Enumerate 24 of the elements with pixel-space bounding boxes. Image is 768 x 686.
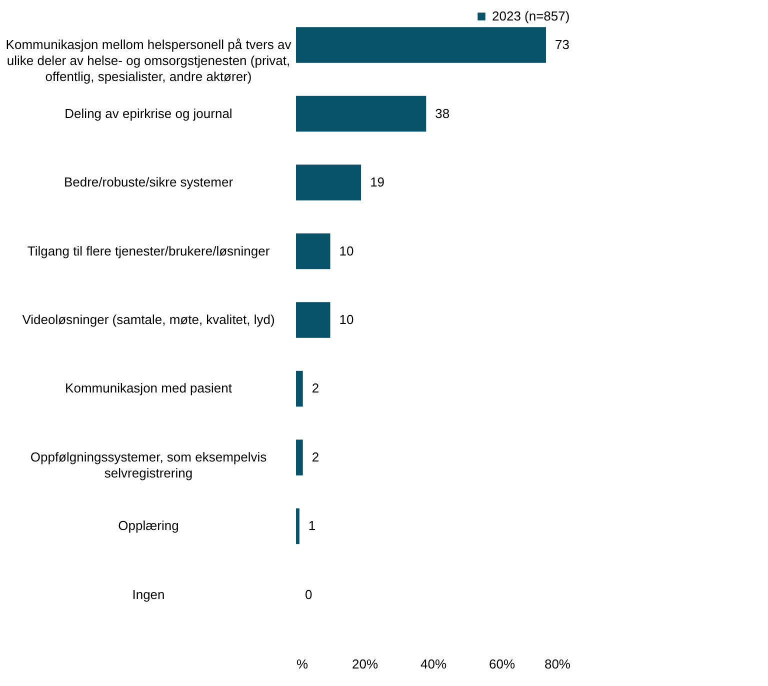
x-tick-label: % [296,656,308,672]
data-label: 10 [339,312,354,327]
x-tick-label: 20% [352,656,378,672]
data-label: 19 [370,174,385,190]
y-tick-label: Videoløsninger (samtale, møte, kvalitet, lyd) [22,312,275,327]
legend-label: 2023 (n=857) [492,8,570,24]
x-tick-label: 40% [420,656,447,672]
data-label: 0 [305,586,312,602]
data-label: 38 [435,106,450,121]
data-label: 2 [312,449,320,464]
data-label: 10 [339,243,354,258]
y-tick-label: Ingen [132,586,165,602]
data-label: 1 [308,518,316,534]
x-tick-label: 80% [544,656,571,672]
y-tick-label: Tilgang til flere tjenester/brukere/løsninger [27,243,270,258]
y-tick-label: Kommunikasjon med pasient [65,380,232,396]
data-label: 73 [555,37,570,52]
x-tick-label: 60% [488,656,516,672]
y-tick-label: Oppfølgningssystemer, som eksempelvis selvregistrering [30,449,268,480]
data-label: 2 [312,380,320,396]
y-tick-label: Opplæring [118,518,179,534]
y-tick-label: Bedre/robuste/sikre systemer [64,174,234,190]
y-tick-label: Kommunikasjon mellom helspersonell på tvers av ulike deler av helse- og omsorgstjenesten (privat, offentlig, spesialister, andre aktører) [6,37,292,84]
y-tick-label: Deling av epirkrise og journal [64,106,232,121]
